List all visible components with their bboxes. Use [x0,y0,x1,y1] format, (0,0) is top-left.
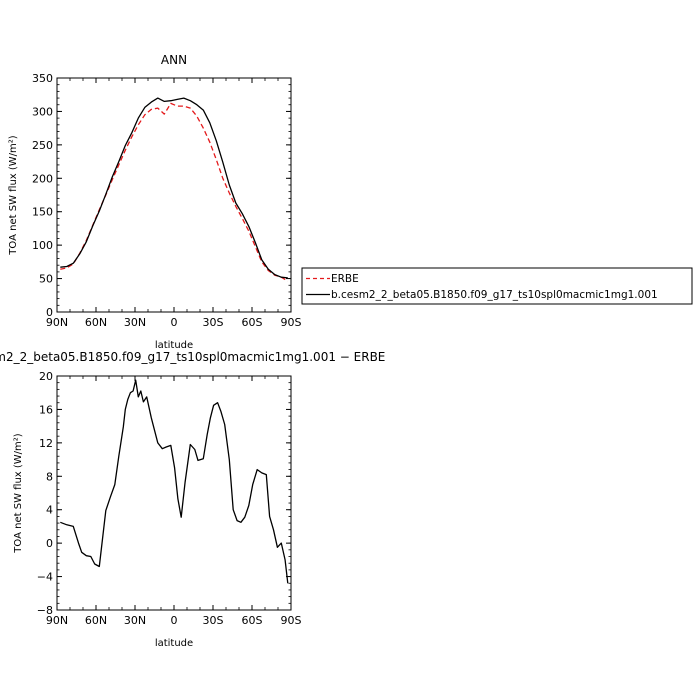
top-chart-frame [56,77,292,313]
y-tick-label: −4 [37,571,53,584]
y-tick-label: 150 [32,206,53,219]
x-tick-label: 0 [171,614,178,627]
legend-label-model: b.cesm2_2_beta05.B1850.f09_g17_ts10spl0m… [331,289,658,301]
y-tick-label: 250 [32,139,53,152]
legend-box [301,267,693,305]
y-tick-label: 300 [32,105,53,118]
top-chart-series [60,97,289,282]
series-line-model [60,97,288,279]
series-line-model [60,379,289,584]
x-tick-label: 90N [46,316,68,329]
x-tick-label: 60S [242,316,263,329]
legend-label-erbe: ERBE [331,273,359,285]
bottom-chart-series [60,379,289,584]
x-tick-label: 90S [281,614,302,627]
y-tick-label: 20 [39,370,53,383]
top-chart-ylabel: TOA net SW flux (W/m²) [8,135,19,255]
bottom-chart: b.cesm2_2_beta05.B1850.f09_g17_ts10spl0m… [0,350,385,649]
y-tick-label: −8 [37,604,53,617]
bottom-chart-ticks: 90N 60N 30N 0 30S 60S 90S −8 −4 0 4 8 12 16 20 [37,370,302,627]
x-tick-label: 90S [281,316,302,329]
bottom-chart-frame [56,375,292,611]
y-tick-label: 200 [32,172,53,185]
series-line-erbe [60,102,289,282]
x-tick-label: 30N [124,614,146,627]
x-tick-label: 30S [203,316,224,329]
x-tick-label: 30N [124,316,146,329]
top-chart-ticks: 90N 60N 30N 0 30S 60S 90S 0 50 100 150 200 250 300 350 [32,72,302,329]
x-tick-label: 60N [85,614,107,627]
y-tick-label: 12 [39,437,53,450]
y-tick-label: 8 [46,470,53,483]
y-tick-label: 0 [46,306,53,319]
y-tick-label: 50 [39,273,53,286]
top-chart: ANN 90N 60N 30N 0 30S 60S 90S 0 50 100 150 200 250 30… [8,53,302,351]
bottom-chart-title: b.cesm2_2_beta05.B1850.f09_g17_ts10spl0m… [0,350,385,364]
y-tick-label: 350 [32,72,53,85]
bottom-chart-xlabel: latitude [155,638,193,649]
y-tick-label: 16 [39,403,53,416]
top-chart-xlabel: latitude [155,340,193,351]
x-tick-label: 60N [85,316,107,329]
x-tick-label: 30S [203,614,224,627]
legend: ERBE b.cesm2_2_beta05.B1850.f09_g17_ts10… [301,267,693,305]
x-tick-label: 0 [171,316,178,329]
bottom-chart-ylabel: TOA net SW flux (W/m²) [13,433,24,553]
top-chart-title: ANN [161,53,187,67]
y-tick-label: 100 [32,239,53,252]
x-tick-label: 60S [242,614,263,627]
y-tick-label: 0 [46,537,53,550]
x-tick-label: 90N [46,614,68,627]
y-tick-label: 4 [46,504,53,517]
